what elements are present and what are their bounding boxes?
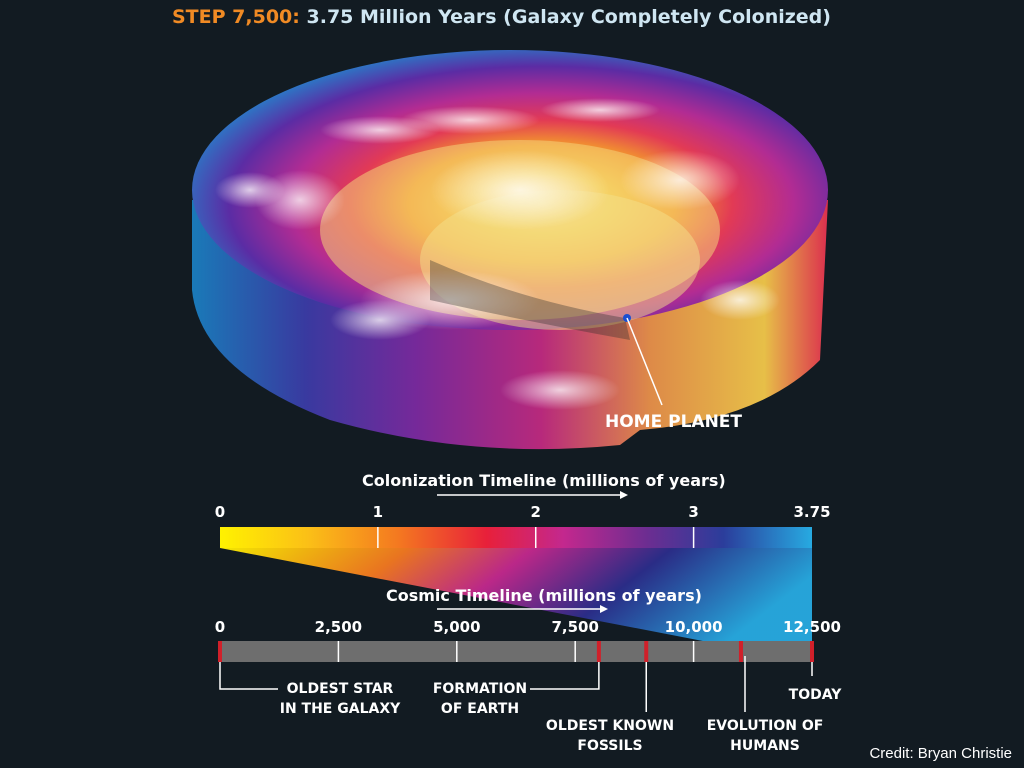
title-description: 3.75 Million Years (Galaxy Completely Co… (306, 6, 831, 28)
event-marker (738, 641, 743, 662)
galaxy-illustration (192, 50, 828, 450)
cosmic-tick-label: 7,500 (551, 618, 599, 636)
home-planet-label: HOME PLANET (605, 412, 743, 432)
event-label-line1: OLDEST KNOWN (545, 718, 675, 734)
event-label-line1: TODAY (788, 687, 842, 703)
event-connector (219, 662, 278, 690)
credit: Credit: Bryan Christie (869, 745, 1012, 762)
colonization-tick-label: 0 (214, 503, 226, 521)
cosmic-timeline-title: Cosmic Timeline (millions of years) (386, 586, 702, 605)
colonization-timeline-title: Colonization Timeline (millions of years… (362, 471, 726, 490)
event-label: EVOLUTION OF HUMANS (707, 716, 824, 756)
cosmic-tick-label: 12,500 (783, 618, 841, 636)
cosmic-tick-label: 0 (214, 618, 226, 636)
event-label-line1: OLDEST STAR (286, 681, 394, 697)
cosmic-arrowhead (600, 605, 608, 613)
event-label-line1: EVOLUTION OF (706, 718, 824, 734)
event-label: OLDEST STAR IN THE GALAXY (280, 679, 401, 719)
cosmic-tick-label: 10,000 (664, 618, 723, 636)
page-title: STEP 7,500: 3.75 Million Years (Galaxy C… (172, 6, 831, 28)
colonization-arrowhead (620, 491, 628, 499)
colonization-bar (220, 527, 812, 548)
event-marker (644, 641, 649, 662)
colonization-tick-label: 3.75 (793, 503, 831, 521)
event-label-line2: FOSSILS (577, 738, 643, 754)
event-label: FORMATION OF EARTH (433, 679, 527, 719)
event-marker (810, 641, 814, 662)
event-label-line2: HUMANS (730, 738, 800, 754)
cosmic-tick-label: 5,000 (433, 618, 481, 636)
event-label-line1: FORMATION (432, 681, 528, 697)
event-label-line2: OF EARTH (440, 701, 520, 717)
event-label: TODAY (789, 685, 842, 705)
event-marker (218, 641, 222, 662)
timeline-zoom-wedge (220, 548, 812, 662)
colonization-tick-label: 3 (688, 503, 699, 521)
colonization-tick-label: 1 (372, 503, 384, 521)
event-label-line2: IN THE GALAXY (279, 701, 401, 717)
event-label: OLDEST KNOWN FOSSILS (546, 716, 674, 756)
cosmic-bar (220, 641, 812, 662)
title-step: STEP 7,500: (172, 6, 300, 28)
event-marker (596, 641, 601, 662)
cosmic-tick-label: 2,500 (314, 618, 363, 636)
event-connector (530, 662, 600, 690)
colonization-tick-label: 2 (530, 503, 541, 521)
